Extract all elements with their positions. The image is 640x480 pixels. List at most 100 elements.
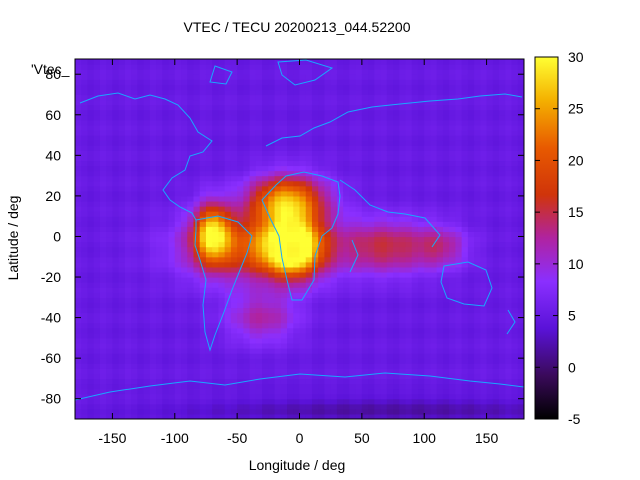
heatmap-cell <box>380 185 388 192</box>
heatmap-cell <box>393 251 400 258</box>
heatmap-cell <box>112 150 120 156</box>
heatmap-cell <box>149 322 157 329</box>
heatmap-cell <box>386 403 394 410</box>
heatmap-cell <box>442 140 450 146</box>
heatmap-cell <box>193 408 201 415</box>
heatmap-cell <box>280 226 288 232</box>
heatmap-cell <box>361 160 369 167</box>
heatmap-cell <box>149 185 157 192</box>
heatmap-cell <box>480 261 488 268</box>
heatmap-cell <box>424 277 432 283</box>
heatmap-cell <box>143 332 151 339</box>
heatmap-cell <box>287 251 294 258</box>
heatmap-cell <box>349 135 357 141</box>
heatmap-cell <box>455 256 463 263</box>
heatmap-cell <box>486 114 494 121</box>
heatmap-cell <box>287 241 294 248</box>
heatmap-cell <box>280 271 288 278</box>
heatmap-cell <box>343 206 350 212</box>
heatmap-cell <box>93 160 101 167</box>
heatmap-cell <box>480 348 488 354</box>
heatmap-cell <box>405 337 413 344</box>
heatmap-cell <box>243 129 251 136</box>
heatmap-cell <box>349 322 357 329</box>
heatmap-cell <box>405 271 413 278</box>
heatmap-cell <box>324 317 332 324</box>
heatmap-cell <box>268 150 276 156</box>
heatmap-cell <box>81 211 89 217</box>
heatmap-cell <box>124 119 132 126</box>
heatmap-cell <box>230 348 238 354</box>
heatmap-cell <box>193 251 201 258</box>
heatmap-cell <box>181 59 188 65</box>
heatmap-cell <box>193 109 201 116</box>
heatmap-cell <box>199 403 207 410</box>
heatmap-cell <box>442 348 450 354</box>
heatmap-cell <box>193 79 201 85</box>
heatmap-cell <box>393 307 400 314</box>
heatmap-cell <box>505 170 513 177</box>
heatmap-cell <box>449 363 457 369</box>
heatmap-cell <box>274 94 282 101</box>
heatmap-cell <box>249 241 257 248</box>
heatmap-cell <box>349 312 357 319</box>
heatmap-cell <box>355 185 363 192</box>
heatmap-cell <box>293 383 301 390</box>
heatmap-cell <box>124 155 132 162</box>
heatmap-cell <box>262 378 269 385</box>
heatmap-cell <box>449 383 457 390</box>
heatmap-cell <box>449 109 457 116</box>
heatmap-cell <box>480 69 488 75</box>
heatmap-cell <box>368 185 375 192</box>
heatmap-cell <box>249 175 257 182</box>
heatmap-cell <box>268 190 276 197</box>
heatmap-cell <box>118 69 126 75</box>
heatmap-cell <box>505 129 513 136</box>
heatmap-cell <box>386 342 394 349</box>
heatmap-cell <box>93 353 101 359</box>
heatmap-cell <box>343 59 350 65</box>
heatmap-cell <box>349 175 357 182</box>
heatmap-cell <box>467 292 475 298</box>
heatmap-cell <box>99 398 107 405</box>
heatmap-cell <box>305 165 313 172</box>
heatmap-cell <box>386 185 394 192</box>
heatmap-cell <box>93 94 101 101</box>
heatmap-cell <box>243 99 251 106</box>
heatmap-cell <box>237 322 244 329</box>
heatmap-cell <box>181 236 188 243</box>
heatmap-cell <box>124 271 132 278</box>
heatmap-cell <box>243 150 251 156</box>
heatmap-cell <box>374 373 382 380</box>
heatmap-cell <box>330 94 338 101</box>
heatmap-cell <box>499 79 506 85</box>
heatmap-cell <box>430 277 438 283</box>
heatmap-cell <box>156 99 163 106</box>
heatmap-cell <box>162 383 170 390</box>
heatmap-cell <box>75 413 82 419</box>
heatmap-cell <box>193 297 201 303</box>
heatmap-cell <box>499 124 506 131</box>
heatmap-cell <box>299 251 307 258</box>
heatmap-cell <box>93 170 101 177</box>
heatmap-cell <box>174 89 182 96</box>
heatmap-cell <box>374 84 382 91</box>
heatmap-cell <box>249 413 257 419</box>
heatmap-cell <box>287 150 294 156</box>
heatmap-cell <box>486 64 494 70</box>
heatmap-cell <box>305 337 313 344</box>
heatmap-cell <box>411 241 419 248</box>
heatmap-cell <box>405 307 413 314</box>
heatmap-cell <box>374 211 382 217</box>
heatmap-cell <box>205 383 213 390</box>
heatmap-cell <box>386 368 394 374</box>
heatmap-cell <box>486 59 494 65</box>
heatmap-cell <box>143 246 151 253</box>
heatmap-cell <box>368 358 375 364</box>
heatmap-cell <box>280 170 288 177</box>
heatmap-cell <box>461 185 469 192</box>
heatmap-cell <box>199 206 207 212</box>
heatmap-cell <box>361 413 369 419</box>
heatmap-cell <box>81 69 89 75</box>
heatmap-cell <box>205 312 213 319</box>
